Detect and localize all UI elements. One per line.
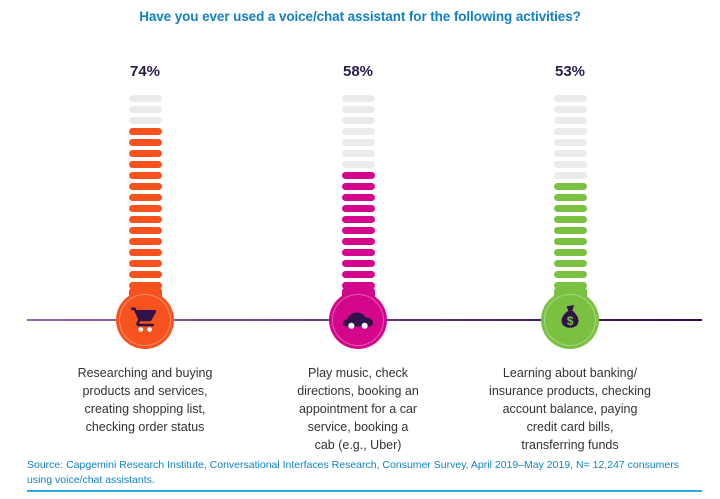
thermometer-bulb: [329, 291, 387, 349]
category-label: Researching and buying products and serv…: [77, 366, 213, 434]
tube-segment: [128, 282, 162, 289]
tube-segment: [128, 139, 162, 146]
tube-segment: [128, 205, 162, 212]
tube-segment: [553, 194, 587, 201]
tube-segment: [341, 95, 375, 102]
tube-segment: [553, 183, 587, 190]
tube-segment: [341, 271, 375, 278]
tube-segment: [553, 216, 587, 223]
tube-segment: [341, 216, 375, 223]
source-note: Source: Capgemini Research Institute, Co…: [27, 459, 680, 486]
tube-segment: [128, 95, 162, 102]
tube-segment: [341, 128, 375, 135]
tube-segment: [128, 117, 162, 124]
tube-segment: [553, 238, 587, 245]
tube-segment: [553, 150, 587, 157]
tube-segment: [553, 106, 587, 113]
thermometer-column-shopping: 74% Researching and buying products and …: [30, 0, 260, 450]
tube-segment: [128, 172, 162, 179]
tube-segment: [128, 216, 162, 223]
tube-segment: [553, 249, 587, 256]
tube-segment: [128, 106, 162, 113]
thermometer-bulb: $: [541, 291, 599, 349]
tube-segment: [341, 117, 375, 124]
tube-segment: [553, 128, 587, 135]
tube-segment: [553, 282, 587, 289]
car-icon: [343, 312, 373, 329]
tube-segment: [341, 227, 375, 234]
tube-segment: [553, 205, 587, 212]
shopping-cart-icon: [131, 307, 157, 332]
bulb-inner-ring: [119, 294, 171, 346]
tube-segment: [341, 194, 375, 201]
tube-segment: [341, 183, 375, 190]
value-label: 74%: [129, 63, 161, 80]
thermometer-column-car: 58% Play music, check directions, bookin…: [243, 0, 473, 452]
category-label: Learning about banking/ insurance produc…: [489, 366, 651, 452]
thermometer-tube: [243, 95, 473, 293]
tube-segment: [553, 260, 587, 267]
tube-segment: [553, 139, 587, 146]
tube-segment: [128, 161, 162, 168]
bottom-rule: [27, 490, 702, 492]
tube-segment: [341, 282, 375, 289]
tube-segment: [341, 249, 375, 256]
tube-segment: [128, 227, 162, 234]
tube-segment: [128, 183, 162, 190]
tube-segment: [128, 249, 162, 256]
money-bag-icon: $: [561, 305, 579, 328]
tube-segment: [553, 161, 587, 168]
category-label: Play music, check directions, booking an…: [297, 366, 419, 452]
tube-segment: [341, 161, 375, 168]
tube-segment: [341, 205, 375, 212]
tube-segment: [128, 150, 162, 157]
tube-segment: [341, 238, 375, 245]
thermometer-bulb: [116, 291, 174, 349]
svg-text:$: $: [567, 314, 574, 328]
tube-segment: [341, 150, 375, 157]
tube-segment: [341, 172, 375, 179]
tube-segment: [341, 260, 375, 267]
tube-segment: [553, 271, 587, 278]
tube-segment: [553, 117, 587, 124]
tube-segment: [128, 128, 162, 135]
tube-segment: [553, 227, 587, 234]
thermometer-column-banking: 53% $ Learning about banking/ insurance …: [455, 0, 685, 452]
tube-segment: [128, 271, 162, 278]
tube-segment: [341, 106, 375, 113]
value-label: 53%: [554, 63, 586, 80]
bulb-inner-ring: [544, 294, 596, 346]
tube-segment: [128, 194, 162, 201]
thermometer-tube: [30, 95, 260, 293]
chart-title: Have you ever used a voice/chat assistan…: [139, 9, 581, 24]
bulb-inner-ring: [332, 294, 384, 346]
tube-segment: [553, 95, 587, 102]
value-label: 58%: [342, 63, 374, 80]
tube-segment: [341, 139, 375, 146]
thermometer-tube: [455, 95, 685, 293]
tube-segment: [553, 172, 587, 179]
tube-segment: [128, 238, 162, 245]
tube-segment: [128, 260, 162, 267]
